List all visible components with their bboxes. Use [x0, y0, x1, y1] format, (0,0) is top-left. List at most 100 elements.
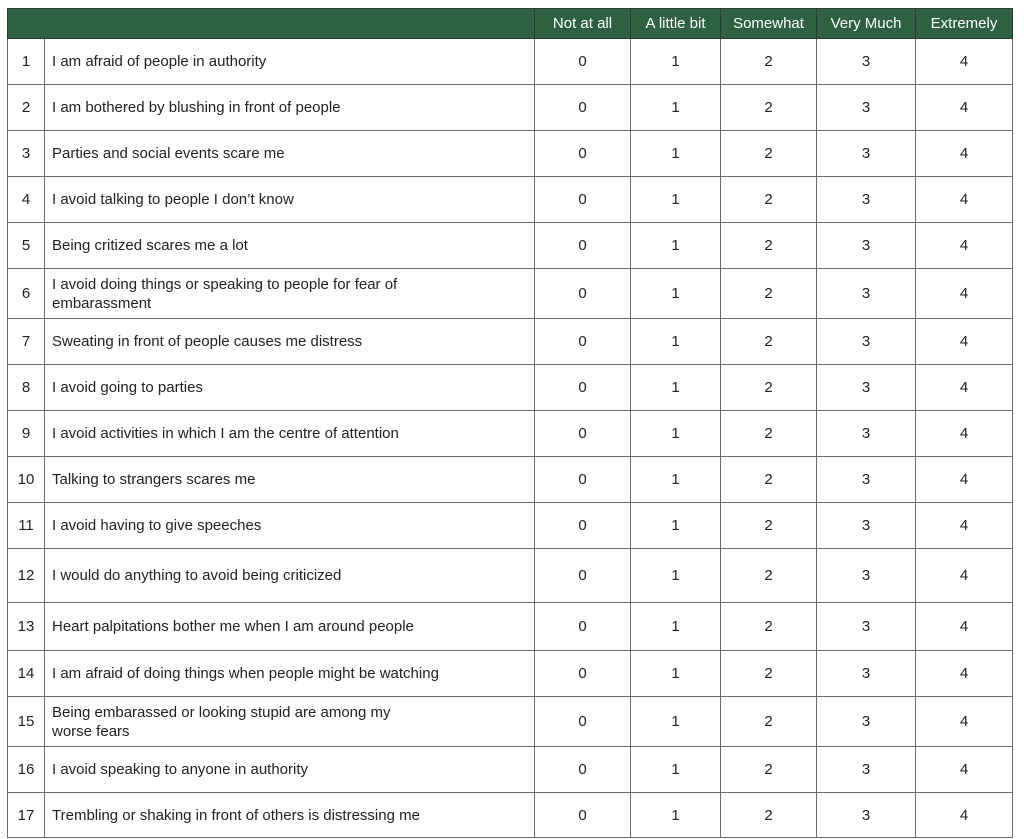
score-not-at-all[interactable]: 0 [534, 130, 631, 177]
score-a-little-bit[interactable]: 1 [630, 502, 721, 549]
score-somewhat[interactable]: 2 [720, 176, 817, 223]
score-not-at-all[interactable]: 0 [534, 364, 631, 411]
score-not-at-all[interactable]: 0 [534, 222, 631, 269]
score-a-little-bit[interactable]: 1 [630, 268, 721, 319]
score-somewhat[interactable]: 2 [720, 268, 817, 319]
item-text: Parties and social events scare me [44, 130, 535, 177]
score-extremely[interactable]: 4 [915, 222, 1013, 269]
header-blank [7, 8, 535, 39]
score-extremely[interactable]: 4 [915, 38, 1013, 85]
score-somewhat[interactable]: 2 [720, 548, 817, 603]
score-extremely[interactable]: 4 [915, 792, 1013, 838]
score-a-little-bit[interactable]: 1 [630, 176, 721, 223]
score-a-little-bit[interactable]: 1 [630, 84, 721, 131]
score-somewhat[interactable]: 2 [720, 318, 817, 365]
score-not-at-all[interactable]: 0 [534, 84, 631, 131]
score-not-at-all[interactable]: 0 [534, 746, 631, 793]
score-extremely[interactable]: 4 [915, 318, 1013, 365]
score-not-at-all[interactable]: 0 [534, 268, 631, 319]
score-extremely[interactable]: 4 [915, 548, 1013, 603]
score-not-at-all[interactable]: 0 [534, 38, 631, 85]
score-extremely[interactable]: 4 [915, 364, 1013, 411]
score-a-little-bit[interactable]: 1 [630, 602, 721, 651]
score-very-much[interactable]: 3 [816, 38, 916, 85]
item-number: 16 [7, 746, 45, 793]
score-a-little-bit[interactable]: 1 [630, 696, 721, 747]
score-not-at-all[interactable]: 0 [534, 410, 631, 457]
score-extremely[interactable]: 4 [915, 602, 1013, 651]
score-extremely[interactable]: 4 [915, 650, 1013, 697]
score-somewhat[interactable]: 2 [720, 792, 817, 838]
score-very-much[interactable]: 3 [816, 318, 916, 365]
score-somewhat[interactable]: 2 [720, 650, 817, 697]
score-not-at-all[interactable]: 0 [534, 502, 631, 549]
score-very-much[interactable]: 3 [816, 502, 916, 549]
score-a-little-bit[interactable]: 1 [630, 792, 721, 838]
score-somewhat[interactable]: 2 [720, 364, 817, 411]
score-very-much[interactable]: 3 [816, 548, 916, 603]
score-extremely[interactable]: 4 [915, 502, 1013, 549]
score-a-little-bit[interactable]: 1 [630, 746, 721, 793]
score-not-at-all[interactable]: 0 [534, 318, 631, 365]
score-very-much[interactable]: 3 [816, 222, 916, 269]
score-very-much[interactable]: 3 [816, 410, 916, 457]
score-not-at-all[interactable]: 0 [534, 650, 631, 697]
table-row: 5 Being critized scares me a lot 0 1 2 3 4 [7, 222, 1013, 269]
table-row: 10 Talking to strangers scares me 0 1 2 3 4 [7, 456, 1013, 503]
score-somewhat[interactable]: 2 [720, 502, 817, 549]
score-a-little-bit[interactable]: 1 [630, 548, 721, 603]
score-a-little-bit[interactable]: 1 [630, 410, 721, 457]
score-somewhat[interactable]: 2 [720, 38, 817, 85]
score-very-much[interactable]: 3 [816, 792, 916, 838]
score-a-little-bit[interactable]: 1 [630, 650, 721, 697]
score-very-much[interactable]: 3 [816, 268, 916, 319]
score-somewhat[interactable]: 2 [720, 696, 817, 747]
score-not-at-all[interactable]: 0 [534, 602, 631, 651]
score-very-much[interactable]: 3 [816, 602, 916, 651]
item-number: 7 [7, 318, 45, 365]
score-extremely[interactable]: 4 [915, 696, 1013, 747]
score-very-much[interactable]: 3 [816, 130, 916, 177]
item-number: 10 [7, 456, 45, 503]
score-very-much[interactable]: 3 [816, 650, 916, 697]
table-row: 15 Being embarassed or looking stupid are… [7, 696, 1013, 747]
score-extremely[interactable]: 4 [915, 84, 1013, 131]
score-not-at-all[interactable]: 0 [534, 176, 631, 223]
score-somewhat[interactable]: 2 [720, 746, 817, 793]
score-somewhat[interactable]: 2 [720, 222, 817, 269]
header-somewhat: Somewhat [720, 8, 817, 39]
score-extremely[interactable]: 4 [915, 456, 1013, 503]
score-extremely[interactable]: 4 [915, 268, 1013, 319]
score-extremely[interactable]: 4 [915, 410, 1013, 457]
item-number: 4 [7, 176, 45, 223]
score-very-much[interactable]: 3 [816, 364, 916, 411]
score-somewhat[interactable]: 2 [720, 456, 817, 503]
score-extremely[interactable]: 4 [915, 746, 1013, 793]
score-somewhat[interactable]: 2 [720, 410, 817, 457]
score-a-little-bit[interactable]: 1 [630, 38, 721, 85]
table-row: 7 Sweating in front of people causes me d… [7, 318, 1013, 365]
score-very-much[interactable]: 3 [816, 456, 916, 503]
score-very-much[interactable]: 3 [816, 746, 916, 793]
score-extremely[interactable]: 4 [915, 130, 1013, 177]
score-somewhat[interactable]: 2 [720, 84, 817, 131]
score-not-at-all[interactable]: 0 [534, 792, 631, 838]
score-very-much[interactable]: 3 [816, 696, 916, 747]
item-text: I avoid going to parties [44, 364, 535, 411]
score-a-little-bit[interactable]: 1 [630, 364, 721, 411]
item-text: Heart palpitations bother me when I am a… [44, 602, 535, 651]
score-very-much[interactable]: 3 [816, 84, 916, 131]
score-a-little-bit[interactable]: 1 [630, 456, 721, 503]
score-a-little-bit[interactable]: 1 [630, 318, 721, 365]
score-somewhat[interactable]: 2 [720, 602, 817, 651]
score-a-little-bit[interactable]: 1 [630, 130, 721, 177]
score-extremely[interactable]: 4 [915, 176, 1013, 223]
score-not-at-all[interactable]: 0 [534, 696, 631, 747]
score-somewhat[interactable]: 2 [720, 130, 817, 177]
score-not-at-all[interactable]: 0 [534, 548, 631, 603]
score-very-much[interactable]: 3 [816, 176, 916, 223]
item-number: 6 [7, 268, 45, 319]
score-a-little-bit[interactable]: 1 [630, 222, 721, 269]
score-not-at-all[interactable]: 0 [534, 456, 631, 503]
